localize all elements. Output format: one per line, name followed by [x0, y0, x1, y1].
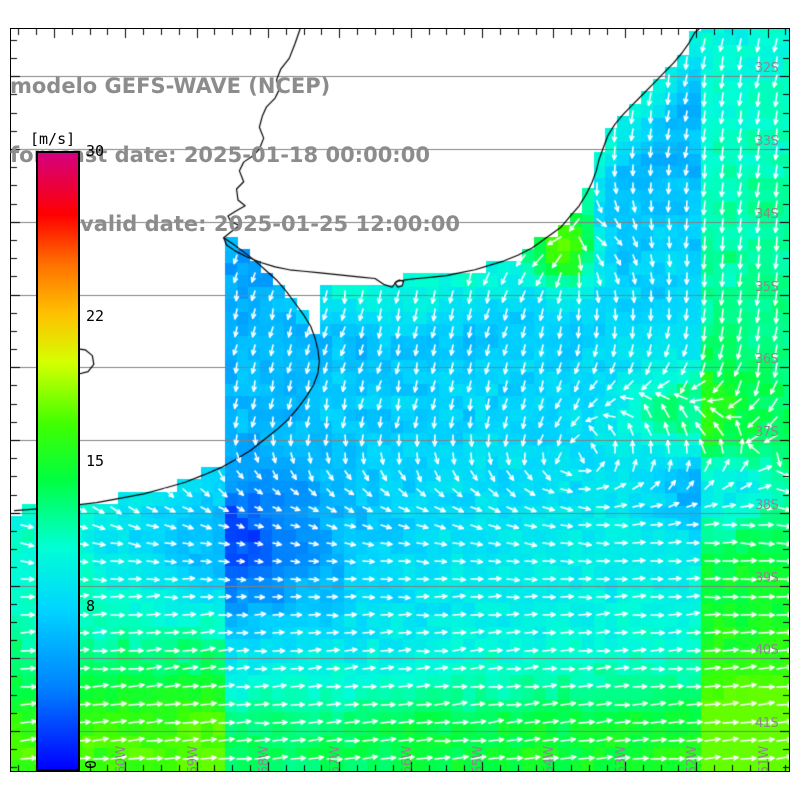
map-frame[interactable]: 61W60W59W58W57W56W55W54W53W52W51W 32S33S… — [10, 28, 790, 772]
lon-label-57W: 57W — [328, 746, 344, 771]
lat-label-32S: 32S — [755, 61, 779, 77]
lon-label-59W: 59W — [185, 746, 201, 771]
colorbar-tick-15: 15 — [86, 452, 105, 470]
colorbar-gradient — [36, 151, 80, 771]
lon-label-58W: 58W — [256, 746, 272, 771]
map-plot-area[interactable]: 61W60W59W58W57W56W55W54W53W52W51W 32S33S… — [11, 29, 789, 771]
lat-label-35S: 35S — [755, 279, 779, 295]
lon-label-51W: 51W — [756, 746, 772, 771]
lat-label-40S: 40S — [755, 643, 779, 659]
lat-label-39S: 39S — [755, 570, 779, 586]
colorbar-tick-30: 30 — [86, 142, 105, 160]
colorbar-tick-0: 0 — [82, 759, 100, 769]
colorbar[interactable]: 30 22 15 8 0 — [36, 142, 104, 771]
lat-label-34S: 34S — [755, 206, 779, 222]
lat-label-37S: 37S — [755, 425, 779, 440]
lat-label-38S: 38S — [755, 497, 779, 513]
lon-label-53W: 53W — [613, 746, 629, 771]
lon-label-52W: 52W — [685, 746, 701, 771]
lon-label-55W: 55W — [471, 746, 487, 771]
lat-label-33S: 33S — [755, 134, 779, 150]
lon-label-60W: 60W — [114, 746, 130, 771]
lat-label-36S: 36S — [755, 352, 779, 368]
colorbar-tick-22: 22 — [86, 307, 105, 326]
lon-label-54W: 54W — [542, 746, 558, 771]
axis-ticks-layer — [11, 29, 789, 771]
colorbar-tick-8: 8 — [86, 596, 96, 615]
lon-label-56W: 56W — [399, 746, 415, 771]
lat-label-41S: 41S — [755, 715, 779, 731]
colorbar-unit-label: [m/s] — [30, 130, 76, 148]
